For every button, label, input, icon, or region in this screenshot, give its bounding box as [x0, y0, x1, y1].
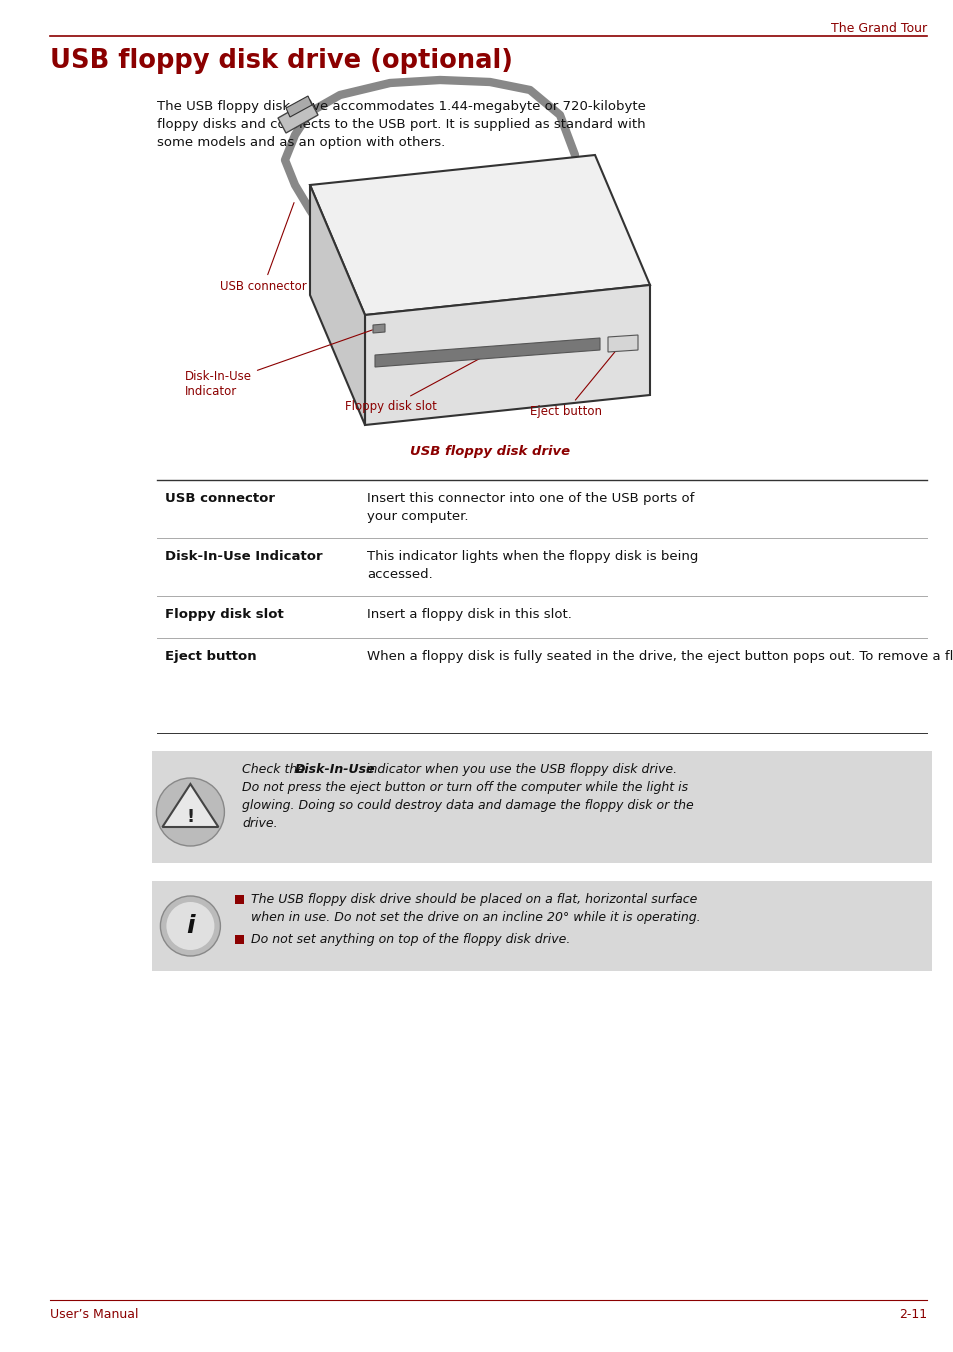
Polygon shape [286, 96, 312, 118]
Text: some models and as an option with others.: some models and as an option with others… [157, 137, 445, 149]
Polygon shape [365, 285, 649, 425]
Polygon shape [310, 155, 649, 315]
Polygon shape [310, 185, 365, 425]
Text: Insert this connector into one of the USB ports of: Insert this connector into one of the US… [367, 492, 694, 506]
Circle shape [156, 777, 224, 846]
Text: Eject button: Eject button [165, 650, 256, 662]
Text: Eject button: Eject button [530, 345, 620, 418]
FancyBboxPatch shape [235, 936, 244, 944]
Circle shape [160, 896, 220, 956]
Text: Disk-In-Use Indicator: Disk-In-Use Indicator [165, 550, 323, 562]
Text: USB connector: USB connector [220, 203, 307, 293]
Text: Floppy disk slot: Floppy disk slot [165, 608, 284, 621]
Polygon shape [162, 784, 218, 827]
FancyBboxPatch shape [235, 895, 244, 904]
Text: i: i [186, 914, 194, 938]
Text: !: ! [186, 808, 194, 826]
Text: The USB floppy disk drive should be placed on a flat, horizontal surface: The USB floppy disk drive should be plac… [252, 894, 697, 906]
Text: your computer.: your computer. [367, 510, 469, 523]
Text: USB floppy disk drive: USB floppy disk drive [410, 445, 570, 458]
FancyBboxPatch shape [152, 750, 931, 863]
Circle shape [166, 902, 214, 950]
Text: Disk-In-Use: Disk-In-Use [294, 763, 375, 776]
FancyBboxPatch shape [152, 882, 931, 971]
Text: floppy disks and connects to the USB port. It is supplied as standard with: floppy disks and connects to the USB por… [157, 118, 645, 131]
Polygon shape [373, 324, 385, 333]
Text: when in use. Do not set the drive on an incline 20° while it is operating.: when in use. Do not set the drive on an … [252, 911, 700, 923]
Text: glowing. Doing so could destroy data and damage the floppy disk or the: glowing. Doing so could destroy data and… [242, 799, 694, 813]
Text: Disk-In-Use
Indicator: Disk-In-Use Indicator [185, 330, 372, 397]
Text: USB floppy disk drive (optional): USB floppy disk drive (optional) [50, 49, 512, 74]
Polygon shape [277, 100, 317, 132]
Text: The Grand Tour: The Grand Tour [830, 22, 926, 35]
Text: User’s Manual: User’s Manual [50, 1307, 138, 1321]
Text: When a floppy disk is fully seated in the drive, the eject button pops out. To r: When a floppy disk is fully seated in th… [367, 650, 953, 662]
Polygon shape [607, 335, 638, 352]
Text: Do not press the eject button or turn off the computer while the light is: Do not press the eject button or turn of… [242, 781, 688, 794]
Text: drive.: drive. [242, 817, 277, 830]
Text: Check the: Check the [242, 763, 309, 776]
Text: accessed.: accessed. [367, 568, 433, 581]
Text: USB connector: USB connector [165, 492, 275, 506]
Text: The USB floppy disk drive accommodates 1.44-megabyte or 720-kilobyte: The USB floppy disk drive accommodates 1… [157, 100, 645, 114]
Polygon shape [375, 338, 599, 366]
Text: Insert a floppy disk in this slot.: Insert a floppy disk in this slot. [367, 608, 572, 621]
Text: Do not set anything on top of the floppy disk drive.: Do not set anything on top of the floppy… [252, 933, 570, 946]
Text: Floppy disk slot: Floppy disk slot [345, 354, 487, 412]
Text: indicator when you use the USB floppy disk drive.: indicator when you use the USB floppy di… [362, 763, 677, 776]
Text: 2-11: 2-11 [899, 1307, 926, 1321]
Text: This indicator lights when the floppy disk is being: This indicator lights when the floppy di… [367, 550, 698, 562]
